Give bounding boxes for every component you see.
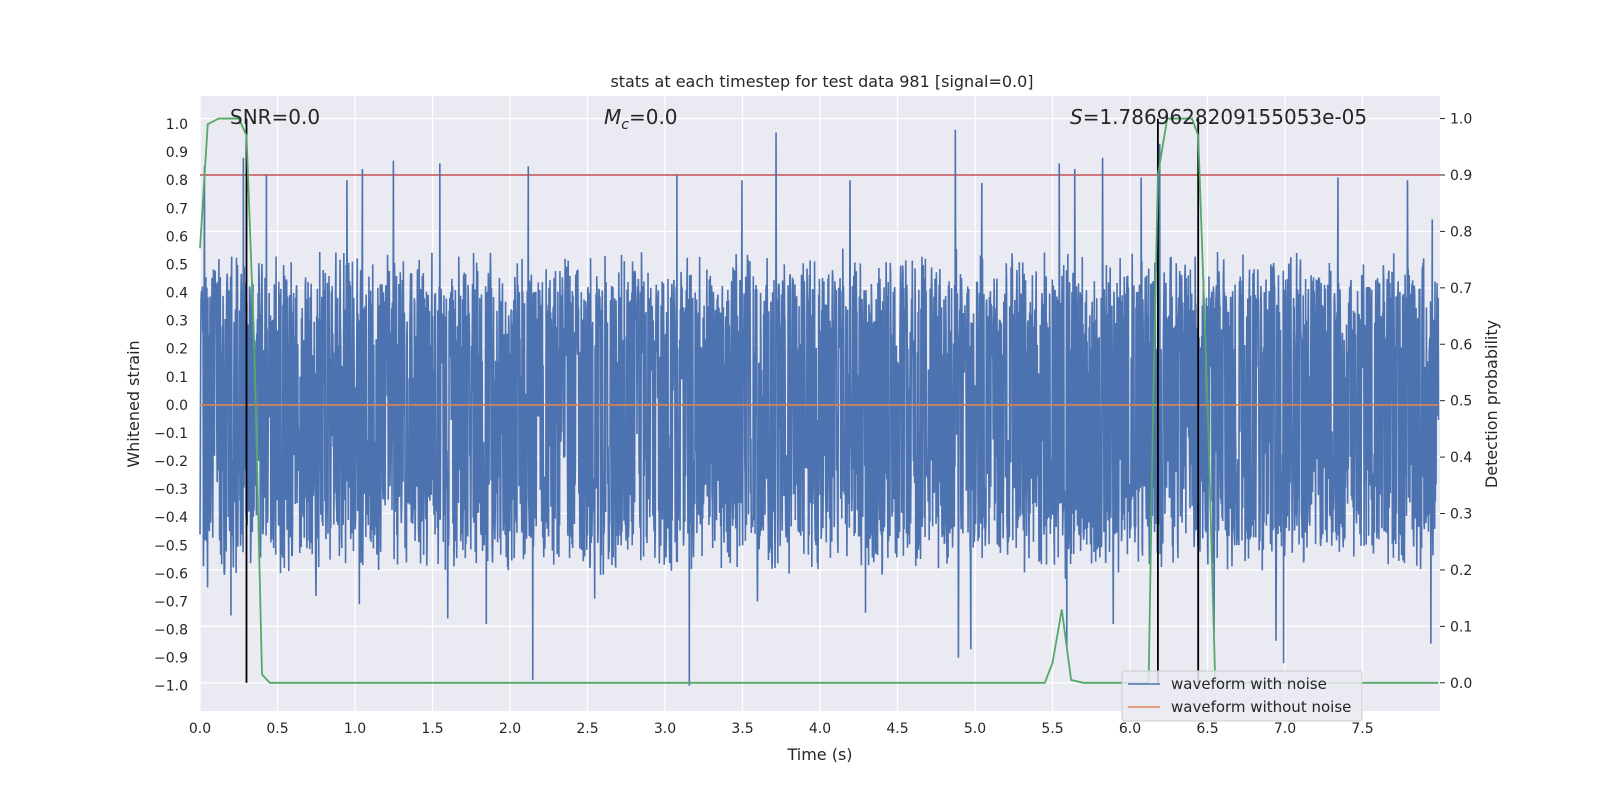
y-tick-label: 0.0 [166, 398, 188, 414]
mc-annotation: Mc=0.0 [604, 105, 678, 133]
y-tick-label: −0.8 [154, 623, 188, 639]
y-tick-label: 0.3 [166, 314, 188, 330]
x-tick-label: 0.5 [266, 721, 288, 737]
y-tick-label: −0.7 [154, 594, 188, 610]
y-tick-label: 0.9 [166, 145, 188, 161]
mc-symbol: M [604, 105, 621, 129]
y-tick-label: −0.4 [154, 510, 188, 526]
x-tick-label: 6.0 [1119, 721, 1141, 737]
legend-noise-label: waveform with noise [1171, 675, 1327, 693]
s-annotation: S=1.7869628209155053e-05 [1070, 105, 1367, 129]
y2-tick-label: 0.0 [1450, 676, 1472, 692]
y2-tick-label: 0.7 [1450, 281, 1472, 297]
detection-probability [199, 117, 1439, 684]
y-axis-left: 1.0 0.9 0.8 0.7 0.6 0.5 0.4 0.3 0.2 0.1 0.0 −0.1 −0.… [154, 117, 188, 695]
y-tick-label: −0.6 [154, 566, 188, 582]
x-tick-label: 3.0 [654, 721, 676, 737]
x-tick-label: 4.0 [809, 721, 831, 737]
y2-tick-label: 0.4 [1450, 450, 1472, 466]
x-axis: 0.0 0.5 1.0 1.5 2.0 2.5 3.0 3.5 4.0 4.5 5.0 5.5 6.0 6… [189, 721, 1374, 737]
x-tick-label: 0.0 [189, 721, 211, 737]
y2-axis-label: Detection probability [1482, 320, 1501, 488]
y-tick-label: 0.2 [166, 342, 188, 358]
noise-waveform-path [199, 129, 1440, 686]
y-tick-label: −0.1 [154, 426, 188, 442]
y2-tick-label: 0.3 [1450, 507, 1472, 523]
x-axis-label: Time (s) [786, 745, 852, 764]
mc-subscript: c [621, 117, 629, 133]
y2-tick-label: 0.5 [1450, 394, 1472, 410]
x-tick-label: 3.5 [731, 721, 753, 737]
snr-annotation: SNR=0.0 [230, 105, 320, 129]
s-symbol: S [1070, 105, 1083, 129]
y-tick-label: −0.5 [154, 538, 188, 554]
y-tick-label: 0.6 [166, 229, 188, 245]
x-tick-label: 6.5 [1196, 721, 1218, 737]
x-tick-label: 1.5 [421, 721, 443, 737]
s-value: =1.7869628209155053e-05 [1083, 105, 1367, 129]
x-tick-label: 4.5 [886, 721, 908, 737]
y-axis-right: 1.0 0.9 0.8 0.7 0.6 0.5 0.4 0.3 0.2 0.1 0.0 [1440, 112, 1472, 692]
y2-tick-label: 0.2 [1450, 563, 1472, 579]
x-tick-label: 7.5 [1351, 721, 1373, 737]
y-tick-label: −0.2 [154, 454, 188, 470]
y2-tick-label: 0.6 [1450, 337, 1472, 353]
x-tick-label: 2.0 [499, 721, 521, 737]
y2-tick-label: 0.9 [1450, 168, 1472, 184]
x-tick-label: 5.0 [964, 721, 986, 737]
legend-clean-label: waveform without noise [1171, 698, 1351, 716]
y-tick-label: 0.4 [166, 286, 188, 302]
y2-tick-label: 1.0 [1450, 112, 1472, 128]
y-tick-label: 0.1 [166, 370, 188, 386]
chart-title: stats at each timestep for test data 981… [610, 72, 1033, 91]
y-tick-label: 0.7 [166, 201, 188, 217]
x-tick-label: 1.0 [344, 721, 366, 737]
x-tick-label: 5.5 [1041, 721, 1063, 737]
y-tick-label: −1.0 [154, 679, 188, 695]
legend-box [1121, 670, 1363, 722]
y-axis-label: Whitened strain [124, 340, 143, 467]
y-tick-label: −0.9 [154, 651, 188, 667]
y2-tick-label: 0.1 [1450, 619, 1472, 635]
y-tick-label: 0.5 [166, 257, 188, 273]
y-tick-label: 0.8 [166, 173, 188, 189]
legend: waveform with noise waveform without noi… [1121, 670, 1363, 722]
y-tick-label: 1.0 [166, 117, 188, 133]
x-tick-label: 7.0 [1274, 721, 1296, 737]
mc-value: =0.0 [629, 105, 678, 129]
probability-line [199, 117, 1439, 684]
x-tick-label: 2.5 [576, 721, 598, 737]
waveform-with-noise [199, 129, 1440, 686]
y2-tick-label: 0.8 [1450, 224, 1472, 240]
y-tick-label: −0.3 [154, 482, 188, 498]
